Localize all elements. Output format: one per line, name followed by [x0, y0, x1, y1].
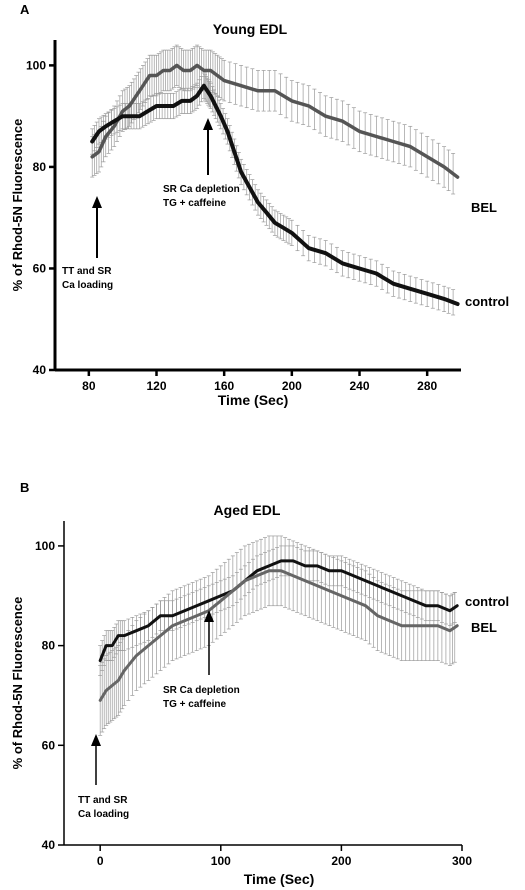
- panel-b-legend-control: control: [465, 594, 509, 609]
- panel-b-depletion-line2: TG + caffeine: [163, 699, 227, 710]
- panel-a-legend-bel: BEL: [471, 200, 497, 215]
- panel-a-legend-control: control: [465, 294, 509, 309]
- panel-b-error-bars: [98, 535, 457, 736]
- panel-a-x-tick-label: 80: [82, 379, 96, 393]
- panel-b-xlabel: Time (Sec): [244, 871, 315, 887]
- panel-a-y-tick-label: 100: [26, 58, 46, 72]
- panel-b-loading-line2: Ca loading: [78, 809, 129, 820]
- panel-a-x-tick-label: 280: [417, 379, 437, 393]
- panel-b-y-tick-label: 60: [42, 738, 56, 752]
- panel-b-loading-line1: TT and SR: [78, 795, 128, 806]
- panel-b-legend-bel: BEL: [471, 620, 497, 635]
- panel-b-ylabel: % of Rhod-5N Fluorescence: [10, 597, 25, 770]
- panel-b-depletion-arrowhead: [204, 610, 214, 622]
- panel-a-series-bel-line: [90, 63, 460, 179]
- panel-a-y-tick-label: 60: [33, 261, 47, 275]
- panel-b-x-tick-label: 300: [452, 854, 472, 868]
- panel-a-x-tick-label: 240: [349, 379, 369, 393]
- panel-a-x-tick-label: 120: [146, 379, 166, 393]
- panel-b-y-tick-label: 40: [42, 838, 56, 852]
- panel-a-annotation-depletion: SR Ca depletion TG + caffeine: [163, 118, 240, 209]
- panel-b-annotation-depletion: SR Ca depletion TG + caffeine: [163, 610, 240, 710]
- panel-b-y-tick-label: 100: [35, 539, 55, 553]
- panel-b-series-control-line: [98, 559, 459, 663]
- panel-a-x-tick-label: 160: [214, 379, 234, 393]
- panel-b-loading-arrowhead: [91, 734, 101, 746]
- panel-a: A Young EDL % of Rhod-5N Fluorescence Ti…: [10, 2, 509, 408]
- panel-a-annotation-loading: TT and SR Ca loading: [62, 196, 113, 291]
- panel-a-series-lines: [90, 63, 460, 306]
- panel-a-loading-line2: Ca loading: [62, 280, 113, 291]
- panel-b-y-tick-label: 80: [42, 639, 56, 653]
- panel-a-axes: [53, 40, 461, 372]
- panel-a-loading-arrowhead: [92, 196, 102, 208]
- panel-b-x-tick-label: 100: [211, 854, 231, 868]
- panel-b-series-bel-line: [98, 569, 459, 702]
- panel-a-label: A: [20, 2, 30, 17]
- panel-b-annotation-loading: TT and SR Ca loading: [78, 734, 129, 820]
- panel-a-depletion-line1: SR Ca depletion: [163, 184, 240, 195]
- panel-b: B Aged EDL % of Rhod-5N Fluorescence Tim…: [10, 480, 509, 887]
- panel-b-title: Aged EDL: [214, 502, 281, 518]
- panel-a-ticks: 80 120 160 200 240 280 40 60 80 100: [26, 58, 438, 393]
- panel-a-series-control-line: [90, 83, 460, 306]
- panel-b-series-lines: [98, 559, 459, 702]
- panel-a-x-tick-label: 200: [282, 379, 302, 393]
- panel-b-x-tick-label: 0: [97, 854, 104, 868]
- panel-a-y-tick-label: 40: [33, 363, 47, 377]
- panel-a-y-tick-label: 80: [33, 160, 47, 174]
- panel-a-ylabel: % of Rhod-5N Fluorescence: [10, 119, 25, 292]
- panel-b-axes: [63, 521, 462, 846]
- panel-b-ticks: 0 100 200 300 40 60 80 100: [35, 539, 472, 868]
- panel-b-depletion-line1: SR Ca depletion: [163, 685, 240, 696]
- panel-a-depletion-line2: TG + caffeine: [163, 198, 227, 209]
- panel-a-title: Young EDL: [213, 21, 288, 37]
- panel-a-depletion-arrowhead: [203, 118, 213, 130]
- panel-b-label: B: [20, 480, 29, 495]
- panel-b-x-tick-label: 200: [331, 854, 351, 868]
- panel-a-loading-line1: TT and SR: [62, 266, 112, 277]
- panel-a-xlabel: Time (Sec): [218, 392, 289, 408]
